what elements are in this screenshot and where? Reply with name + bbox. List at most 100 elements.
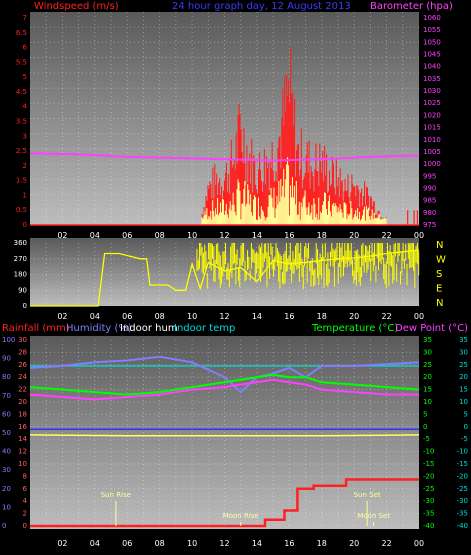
wind-y-tick: 4 xyxy=(23,103,28,111)
baro-y-tick: 1040 xyxy=(423,63,441,71)
wind-y-tick: 5 xyxy=(23,73,27,81)
wind-y-tick: 3 xyxy=(23,132,27,140)
indoor-hum-label: Indoor hum xyxy=(120,323,178,334)
temp-y-tick: -35 xyxy=(423,510,434,518)
wind-y-tick: 3.5 xyxy=(16,118,27,126)
humidity-y-tick: 50 xyxy=(2,429,11,437)
compass-label: W xyxy=(436,255,446,266)
wind-y-tick: 6 xyxy=(23,44,28,52)
indoor-temp-label: Indoor temp xyxy=(174,323,235,334)
x-tick-label: 14 xyxy=(252,539,262,548)
compass-label: N xyxy=(436,298,443,309)
rain-y-tick: 2 xyxy=(23,510,27,518)
dewpoint-y-tick: 30 xyxy=(459,348,468,356)
dewpoint-y-tick: -40 xyxy=(457,522,468,530)
temp-y-tick: -5 xyxy=(423,435,430,443)
baro-y-tick: 975 xyxy=(423,221,436,229)
baro-y-tick: 1030 xyxy=(423,87,441,95)
temp-y-tick: 10 xyxy=(423,398,432,406)
rain-y-tick: 14 xyxy=(18,435,27,443)
rain-y-tick: 6 xyxy=(23,485,28,493)
wind-y-tick: 7 xyxy=(23,14,27,22)
x-tick-label: 20 xyxy=(349,539,359,548)
x-tick-label: 12 xyxy=(219,539,229,548)
compass-label: N xyxy=(436,240,443,251)
dewpoint-y-tick: 0 xyxy=(464,423,468,431)
dewpoint-y-tick: 5 xyxy=(464,410,468,418)
x-tick-label: 16 xyxy=(284,231,294,240)
x-tick-label: 06 xyxy=(122,312,132,321)
x-tick-label: 10 xyxy=(187,539,197,548)
compass-label: S xyxy=(436,269,442,280)
dewpoint-y-tick: -30 xyxy=(457,497,468,505)
x-tick-label: 04 xyxy=(90,312,100,321)
rain-y-tick: 12 xyxy=(18,448,27,456)
x-tick-label: 08 xyxy=(155,231,165,240)
temp-y-tick: 35 xyxy=(423,336,432,344)
x-tick-label: 00 xyxy=(414,231,424,240)
dewpoint-y-tick: -10 xyxy=(457,448,468,456)
x-tick-label: 16 xyxy=(284,539,294,548)
humidity-y-tick: 30 xyxy=(2,466,11,474)
temp-y-tick: 20 xyxy=(423,373,432,381)
x-tick-label: 08 xyxy=(155,312,165,321)
humidity-y-tick: 40 xyxy=(2,448,11,456)
dir-y-tick: 360 xyxy=(14,239,27,247)
temperature-axis-label: Temperature (°C) xyxy=(311,323,398,334)
wind-y-tick: 0 xyxy=(23,221,27,229)
temp-y-tick: 30 xyxy=(423,348,432,356)
baro-y-tick: 1060 xyxy=(423,14,441,22)
x-tick-label: 04 xyxy=(90,231,100,240)
x-tick-label: 02 xyxy=(57,312,67,321)
temp-y-tick: -10 xyxy=(423,448,434,456)
baro-y-tick: 980 xyxy=(423,209,436,217)
humidity-y-tick: 70 xyxy=(2,392,11,400)
temperature-series-line xyxy=(29,373,420,396)
x-tick-label: 00 xyxy=(414,312,424,321)
rain-y-tick: 28 xyxy=(18,348,27,356)
wind-y-tick: 1 xyxy=(23,191,27,199)
humidity-axis-label: Humidity (%) xyxy=(66,323,132,334)
dewpoint-y-tick: 10 xyxy=(459,398,468,406)
x-tick-label: 12 xyxy=(219,312,229,321)
barometer-series-line xyxy=(29,152,420,162)
x-tick-label: 20 xyxy=(349,231,359,240)
x-tick-label: 10 xyxy=(187,312,197,321)
dewpoint-y-tick: 35 xyxy=(459,336,468,344)
humidity-y-tick: 0 xyxy=(2,522,6,530)
wind-y-tick: 2.5 xyxy=(16,147,27,155)
temp-y-tick: -25 xyxy=(423,485,434,493)
wind-y-tick: 6.5 xyxy=(16,29,27,37)
x-tick-label: 02 xyxy=(57,539,67,548)
rain-y-tick: 22 xyxy=(18,386,27,394)
humidity-series-line xyxy=(29,355,420,394)
x-tick-label: 10 xyxy=(187,231,197,240)
baro-y-tick: 1025 xyxy=(423,99,441,107)
rain-y-tick: 0 xyxy=(23,522,27,530)
rain-y-tick: 10 xyxy=(18,460,27,468)
baro-y-tick: 1045 xyxy=(423,51,441,59)
humidity-y-tick: 100 xyxy=(2,336,15,344)
event-label: Moon Set xyxy=(357,512,390,520)
dir-y-tick: 270 xyxy=(14,255,27,263)
dewpoint-y-tick: 15 xyxy=(459,386,468,394)
humidity-y-tick: 80 xyxy=(2,373,11,381)
wind-y-tick: 0.5 xyxy=(16,206,27,214)
indoor-hum-series-line xyxy=(29,434,420,437)
x-tick-label: 12 xyxy=(219,231,229,240)
x-tick-label: 20 xyxy=(349,312,359,321)
x-tick-label: 18 xyxy=(317,231,327,240)
baro-y-tick: 1055 xyxy=(423,26,441,34)
rain-y-tick: 26 xyxy=(18,361,27,369)
dewpoint-axis-label: Dew Point (°C) xyxy=(395,323,468,334)
rain-y-tick: 20 xyxy=(18,398,27,406)
temp-panel xyxy=(30,336,419,529)
x-tick-label: 00 xyxy=(414,539,424,548)
chart-title: 24 hour graph day, 12 August 2013 xyxy=(172,1,351,12)
baro-y-tick: 995 xyxy=(423,172,436,180)
x-tick-label: 18 xyxy=(317,539,327,548)
dir-y-tick: 0 xyxy=(23,302,27,310)
x-tick-label: 08 xyxy=(155,539,165,548)
dewpoint-series-line xyxy=(29,378,419,401)
